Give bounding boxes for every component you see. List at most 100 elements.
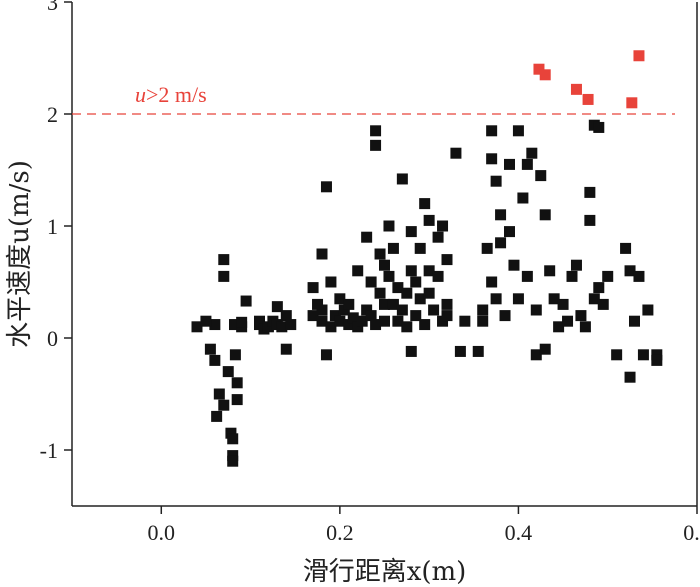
data-point	[387, 298, 399, 310]
data-point	[379, 315, 390, 327]
data-point	[213, 388, 225, 400]
data-point	[370, 125, 382, 137]
data-point	[481, 242, 493, 254]
data-point	[379, 259, 390, 271]
data-point	[405, 265, 417, 277]
data-point	[316, 248, 328, 260]
data-point	[410, 276, 422, 288]
data-point	[338, 304, 350, 316]
data-point	[396, 304, 408, 316]
data-point	[423, 287, 435, 299]
plot-frame	[71, 2, 698, 507]
data-point	[633, 270, 645, 282]
data-point	[512, 125, 524, 137]
x-axis-ticks: 0.0 0.2 0.4 0.6	[148, 506, 700, 545]
data-point	[499, 310, 511, 322]
data-point	[374, 248, 386, 260]
data-point	[405, 226, 417, 238]
data-point	[320, 349, 332, 361]
data-point	[410, 310, 422, 322]
data-point	[227, 450, 239, 462]
data-point	[392, 315, 404, 327]
data-point	[280, 343, 292, 355]
x-tick-label: 0.4	[505, 520, 533, 545]
data-point	[401, 321, 413, 333]
data-point	[352, 265, 364, 277]
data-point	[477, 315, 489, 327]
data-point	[200, 315, 212, 327]
data-point	[325, 321, 337, 333]
data-point	[512, 293, 524, 305]
x-tick-label: 0.2	[326, 520, 354, 545]
data-point	[218, 399, 230, 411]
data-point	[227, 455, 239, 467]
data-point	[343, 298, 355, 310]
data-point	[329, 310, 341, 322]
data-point	[486, 153, 498, 165]
data-point	[204, 343, 216, 355]
data-point	[459, 315, 471, 327]
data-point	[530, 304, 542, 316]
highlight-point	[539, 69, 551, 81]
data-point	[504, 226, 515, 238]
data-point	[370, 139, 382, 151]
data-point	[262, 321, 274, 333]
highlight-point	[582, 93, 594, 105]
data-point	[365, 276, 377, 288]
data-point	[530, 349, 542, 361]
data-point	[280, 310, 292, 322]
data-point	[401, 287, 413, 299]
data-point	[225, 427, 237, 439]
y-axis-ticks: -1 0 1 2 3	[40, 0, 72, 463]
data-point	[191, 321, 203, 333]
highlight-point	[626, 97, 638, 109]
data-point	[231, 377, 243, 389]
data-point	[365, 310, 377, 322]
data-point	[370, 319, 382, 331]
data-point	[575, 310, 587, 322]
data-point	[396, 173, 408, 185]
data-point	[450, 147, 462, 159]
data-point	[642, 304, 654, 316]
data-point	[423, 265, 435, 277]
data-point	[584, 186, 596, 198]
data-point	[285, 319, 297, 331]
data-point	[432, 270, 444, 282]
data-point	[374, 287, 386, 299]
data-point	[472, 345, 484, 357]
data-point	[218, 270, 230, 282]
y-axis-title: 水平速度u(m/s)	[5, 160, 35, 348]
data-point	[383, 220, 395, 232]
threshold-label: u>2 m/s	[135, 82, 207, 107]
data-point	[307, 282, 319, 294]
data-point	[312, 298, 324, 310]
data-point	[229, 349, 241, 361]
data-point	[544, 265, 556, 277]
data-point	[334, 293, 346, 305]
data-point	[419, 198, 431, 210]
data-point	[624, 371, 636, 383]
data-point	[602, 270, 614, 282]
data-point	[562, 315, 574, 327]
y-tick-label: 3	[47, 0, 58, 15]
data-point	[334, 315, 346, 327]
data-point	[486, 276, 498, 288]
highlight-point	[570, 83, 582, 95]
data-point	[414, 242, 426, 254]
x-axis-title: 滑行距离x(m)	[303, 557, 467, 587]
data-point	[383, 270, 395, 282]
data-point	[579, 321, 591, 333]
data-point	[593, 282, 605, 294]
data-point	[588, 293, 600, 305]
data-point	[209, 319, 221, 331]
data-point	[437, 220, 449, 232]
data-point	[236, 316, 248, 328]
data-point	[271, 301, 283, 313]
data-point	[651, 349, 663, 361]
data-point	[490, 175, 502, 187]
data-point	[611, 349, 623, 361]
data-point	[504, 158, 515, 170]
data-point	[209, 354, 221, 366]
data-point	[361, 304, 373, 316]
